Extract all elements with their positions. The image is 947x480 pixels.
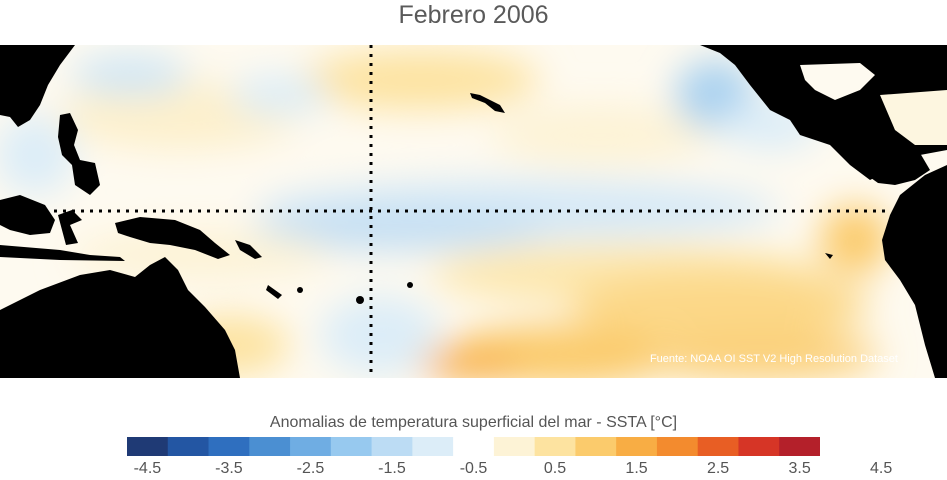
colorbar-swatch <box>616 437 658 456</box>
colorbar-ticks: -4.5 -3.5 -2.5 -1.5 -0.5 0.5 1.5 2.5 3.5 4.5 <box>0 460 947 480</box>
cool-anomaly <box>230 75 330 115</box>
pacific-island <box>356 296 364 304</box>
colorbar-tick-label: 0.5 <box>543 460 567 477</box>
colorbar-title: Anomalias de temperatura superficial del… <box>269 414 678 431</box>
colorbar-tick-label: -2.5 <box>296 460 325 477</box>
source-credit: Fuente: NOAA OI SST V2 High Resolution D… <box>650 353 898 365</box>
colorbar-tick-label: 1.5 <box>625 460 648 477</box>
new-guinea-land <box>115 217 230 259</box>
cool-anomaly <box>250 210 550 250</box>
north-america-land <box>700 45 947 180</box>
colorbar-swatch <box>697 437 739 456</box>
colorbar-swatch <box>779 437 820 456</box>
pacific-island <box>407 282 413 288</box>
hawaii-islands <box>470 93 505 113</box>
colorbar-swatch <box>208 437 250 456</box>
pacific-island <box>297 287 303 293</box>
colorbar-tick-label: 2.5 <box>706 460 730 477</box>
map-title: Febrero 2006 <box>398 1 549 29</box>
cool-anomaly <box>320 295 440 375</box>
colorbar-tick-label: -3.5 <box>215 460 243 477</box>
warm-anomaly <box>300 50 540 110</box>
colorbar-tick-label: -4.5 <box>133 460 162 477</box>
colorbar-swatch <box>453 437 495 456</box>
warm-anomaly <box>820 205 890 275</box>
colorbar-swatch <box>330 437 373 456</box>
colorbar-swatch <box>493 437 536 456</box>
gulf-of-mexico <box>800 63 875 100</box>
colorbar-tick-label: -0.5 <box>459 460 488 477</box>
philippines-land <box>58 113 100 195</box>
colorbar-swatch <box>534 437 576 456</box>
sst-anomaly-map: Fuente: NOAA OI SST V2 High Resolution D… <box>0 45 947 378</box>
warm-anomaly <box>570 270 870 340</box>
colorbar-swatch <box>575 437 617 456</box>
colorbar-swatch <box>167 437 210 456</box>
warm-anomaly <box>490 105 710 165</box>
galapagos-islands <box>825 253 833 259</box>
solomon-islands <box>235 240 262 259</box>
lesser-sunda-land <box>0 245 125 261</box>
new-caledonia <box>266 285 282 299</box>
warm-anomaly <box>420 350 520 378</box>
caribbean-sea <box>880 90 947 145</box>
colorbar-swatch <box>738 437 780 456</box>
australia-land <box>0 257 240 378</box>
landmasses <box>0 45 947 378</box>
colorbar-swatch <box>412 437 454 456</box>
colorbar-swatch <box>290 437 332 456</box>
borneo-land <box>0 195 55 235</box>
colorbar-tick-label: -1.5 <box>378 460 406 477</box>
colorbar-tick-label: 4.5 <box>870 460 893 477</box>
colorbar <box>127 437 820 456</box>
colorbar-swatch <box>656 437 699 456</box>
colorbar-swatch <box>371 437 413 456</box>
colorbar-tick-label: 3.5 <box>788 460 811 477</box>
cool-anomaly <box>70 55 190 95</box>
south-america-land <box>882 165 947 378</box>
colorbar-swatch <box>249 437 291 456</box>
cool-anomaly <box>0 115 75 195</box>
asia-land <box>0 45 75 127</box>
colorbar-swatch <box>127 437 169 456</box>
central-america-land <box>860 153 930 185</box>
warm-anomaly <box>70 230 330 280</box>
sulawesi-land <box>58 210 82 245</box>
warm-anomaly <box>640 330 880 378</box>
